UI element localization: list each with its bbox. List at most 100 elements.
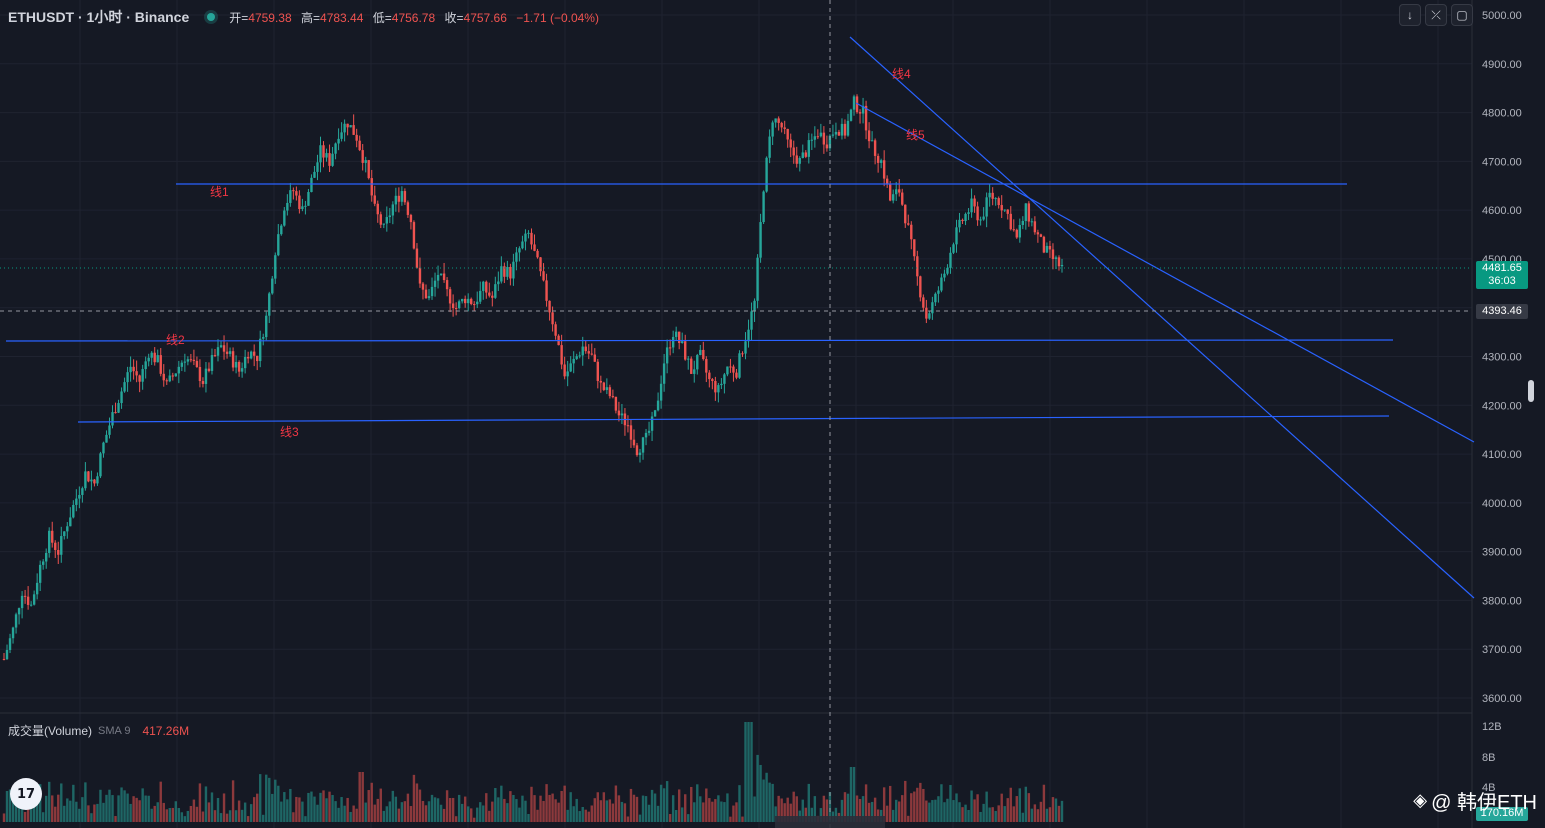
volume-bar [349, 811, 352, 822]
candle-body [1045, 245, 1049, 253]
trendline[interactable] [5, 339, 1394, 342]
candle-body [105, 434, 108, 443]
symbol-title[interactable]: ETHUSDT · 1小时 · Binance [8, 9, 190, 25]
candle-body [982, 216, 985, 220]
candle-body [551, 312, 554, 325]
candle-body [822, 132, 826, 145]
candle-body [355, 134, 358, 141]
volume-bar [711, 801, 714, 822]
candle-body [849, 109, 853, 121]
candle-body [638, 452, 642, 456]
drawing-trendlines[interactable]: 线1 线2 线3 线4 线5 [5, 36, 1475, 599]
volume-bar [445, 790, 449, 822]
volume-tick: 12B [1482, 721, 1502, 733]
volume-bar [982, 803, 985, 822]
trendline[interactable] [855, 102, 1475, 443]
tradingview-logo[interactable]: 17 [10, 778, 42, 810]
candle-body [2, 658, 6, 660]
price-tick: 4800.00 [1482, 108, 1522, 120]
volume-bar [964, 804, 967, 822]
volume-bar [756, 754, 759, 822]
candle-body [855, 96, 859, 113]
volume-bar [274, 779, 277, 822]
volume-bar [988, 807, 991, 822]
volume-bar [355, 808, 358, 822]
trendline[interactable] [849, 36, 1475, 599]
trendline[interactable] [77, 415, 1390, 423]
volume-bar [283, 792, 286, 822]
candle-body [641, 437, 645, 453]
candle-body [451, 303, 455, 309]
volume-bar [66, 798, 69, 822]
volume-bar [406, 793, 410, 822]
candle-body [560, 345, 563, 365]
candle-body [476, 301, 479, 305]
volume-bar [668, 814, 672, 822]
candle-body [1009, 213, 1012, 230]
candle-body [798, 158, 801, 164]
volume-bar [165, 809, 168, 822]
volume-bar [340, 797, 343, 822]
candle-body [563, 364, 566, 377]
candle-body [479, 290, 482, 302]
candle-body [729, 366, 732, 368]
volume-bar [581, 806, 584, 822]
volume-bar [985, 791, 988, 822]
volume-bar [1048, 807, 1052, 822]
candle-body [150, 352, 153, 358]
collapse-icon[interactable]: ⤫ [1425, 4, 1447, 26]
volume-bar [976, 794, 979, 822]
candle-body [394, 195, 398, 205]
candle-body [63, 531, 66, 537]
volume-bar [367, 790, 370, 822]
volume-bar [44, 795, 48, 822]
candle-body [762, 191, 765, 223]
volume-bar [93, 804, 96, 822]
volume-bar [708, 798, 711, 822]
candle-body [90, 479, 93, 482]
volume-title[interactable]: 成交量(Volume) [8, 724, 93, 738]
candle-body [614, 396, 618, 411]
trendline-label: 线4 [892, 67, 911, 81]
candle-body [919, 276, 922, 298]
candle-body [533, 244, 536, 251]
price-scale-handle[interactable] [1528, 380, 1534, 402]
price-axis[interactable]: 5000.004900.004800.004700.004600.004500.… [1482, 10, 1522, 705]
volume-bar [608, 799, 612, 822]
candle-body [771, 122, 774, 137]
volume-bar [653, 793, 657, 822]
candle-body [671, 336, 675, 348]
candle-body [265, 315, 268, 338]
volume-bar [433, 797, 437, 822]
volume-bar [885, 805, 889, 822]
arrow-down-icon[interactable]: ↓ [1399, 4, 1421, 26]
volume-bar [931, 800, 934, 822]
candle-body [219, 345, 223, 348]
price-tick: 5000.00 [1482, 10, 1522, 22]
restore-icon[interactable]: ▢ [1451, 4, 1473, 26]
candle-body [313, 171, 316, 178]
volume-bar [681, 807, 684, 822]
volume-bar [638, 814, 642, 822]
volume-bar [289, 788, 292, 822]
volume-bar [14, 792, 18, 822]
volume-bar [587, 811, 590, 822]
volume-bar [934, 799, 937, 822]
candle-body [385, 217, 389, 224]
volume-bar [738, 785, 741, 822]
volume-bar [331, 795, 334, 822]
candle-body [524, 233, 527, 242]
candle-body [515, 252, 518, 262]
candle-body [780, 122, 783, 128]
volume-bar [195, 806, 199, 822]
volume-bar [741, 816, 744, 822]
candle-body [964, 213, 967, 222]
candle-body [310, 177, 313, 193]
candle-body [234, 361, 238, 368]
candle-body [732, 366, 735, 373]
volume-bar [75, 801, 78, 822]
volume-bar [605, 800, 609, 822]
volume-bar [828, 792, 832, 822]
volume-bar [316, 804, 319, 822]
